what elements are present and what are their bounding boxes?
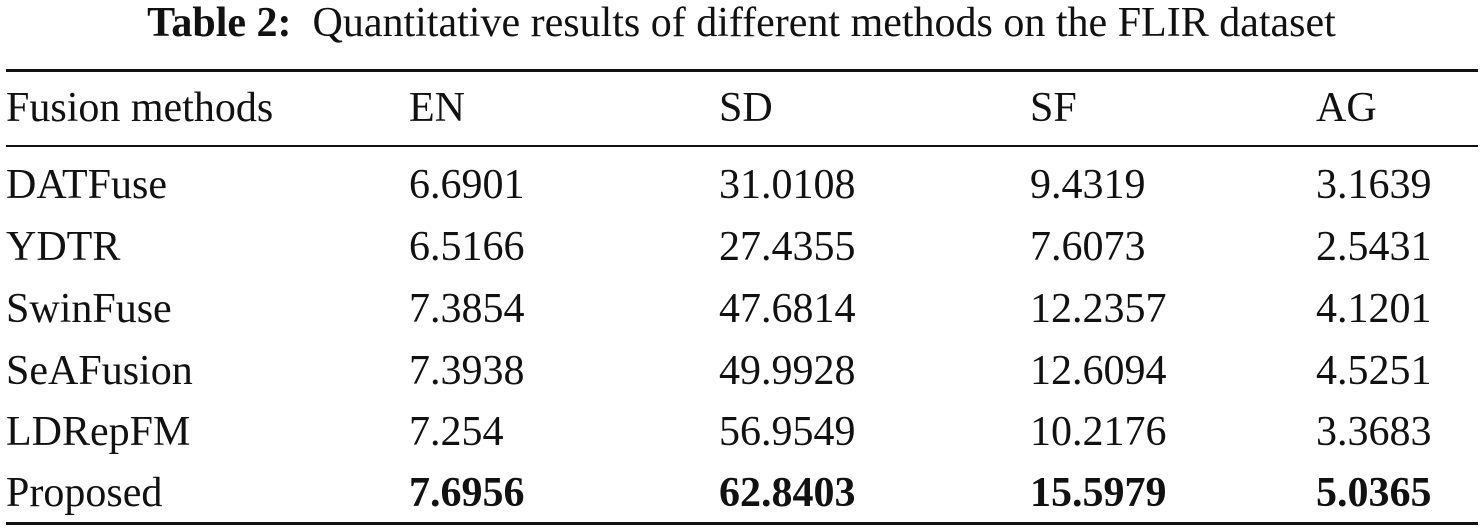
table-header-row: Fusion methods EN SD SF AG	[0, 77, 1483, 139]
sf-value: 12.2357	[1030, 286, 1167, 332]
ag-value: 4.5251	[1316, 348, 1432, 394]
header-sf: SF	[1030, 85, 1077, 131]
ag-value: 3.3683	[1316, 409, 1432, 455]
sf-value: 7.6073	[1030, 224, 1146, 270]
table-row: YDTR 6.5166 27.4355 7.6073 2.5431	[0, 216, 1483, 278]
en-value: 7.3938	[409, 348, 525, 394]
method-name: YDTR	[6, 224, 121, 270]
sd-value: 27.4355	[719, 224, 856, 270]
ag-value: 3.1639	[1316, 162, 1432, 208]
table-row: DATFuse 6.6901 31.0108 9.4319 3.1639	[0, 154, 1483, 216]
table-row: LDRepFM 7.254 56.9549 10.2176 3.3683	[0, 401, 1483, 463]
header-ag: AG	[1316, 85, 1377, 131]
sd-value: 47.6814	[719, 286, 856, 332]
method-name: SwinFuse	[6, 286, 172, 332]
header-sd: SD	[719, 85, 773, 131]
en-value: 7.254	[409, 409, 504, 455]
method-name: DATFuse	[6, 162, 168, 208]
en-value: 6.6901	[409, 162, 525, 208]
ag-value: 2.5431	[1316, 224, 1432, 270]
sf-value: 12.6094	[1030, 348, 1167, 394]
header-en: EN	[409, 85, 465, 131]
en-value: 6.5166	[409, 224, 525, 270]
header-fusion-methods: Fusion methods	[6, 85, 274, 131]
sd-value: 31.0108	[719, 162, 856, 208]
sf-value-best: 15.5979	[1030, 470, 1167, 516]
bottom-rule	[6, 522, 1478, 525]
method-name: SeAFusion	[6, 348, 193, 394]
table-caption: Table 2: Quantitative results of differe…	[0, 0, 1483, 50]
top-rule	[6, 69, 1478, 72]
sd-value-best: 62.8403	[719, 470, 856, 516]
en-value: 7.3854	[409, 286, 525, 332]
table-row: SwinFuse 7.3854 47.6814 12.2357 4.1201	[0, 278, 1483, 340]
sd-value: 56.9549	[719, 409, 856, 455]
table-row-proposed: Proposed 7.6956 62.8403 15.5979 5.0365	[0, 462, 1483, 524]
method-name: Proposed	[6, 470, 163, 516]
sd-value: 49.9928	[719, 348, 856, 394]
caption-text: Quantitative results of different method…	[312, 0, 1336, 46]
ag-value: 4.1201	[1316, 286, 1432, 332]
caption-label: Table 2:	[147, 0, 292, 46]
header-rule	[6, 145, 1478, 147]
en-value-best: 7.6956	[409, 470, 525, 516]
ag-value-best: 5.0365	[1316, 470, 1432, 516]
sf-value: 9.4319	[1030, 162, 1146, 208]
sf-value: 10.2176	[1030, 409, 1167, 455]
method-name: LDRepFM	[6, 409, 191, 455]
table-row: SeAFusion 7.3938 49.9928 12.6094 4.5251	[0, 340, 1483, 402]
